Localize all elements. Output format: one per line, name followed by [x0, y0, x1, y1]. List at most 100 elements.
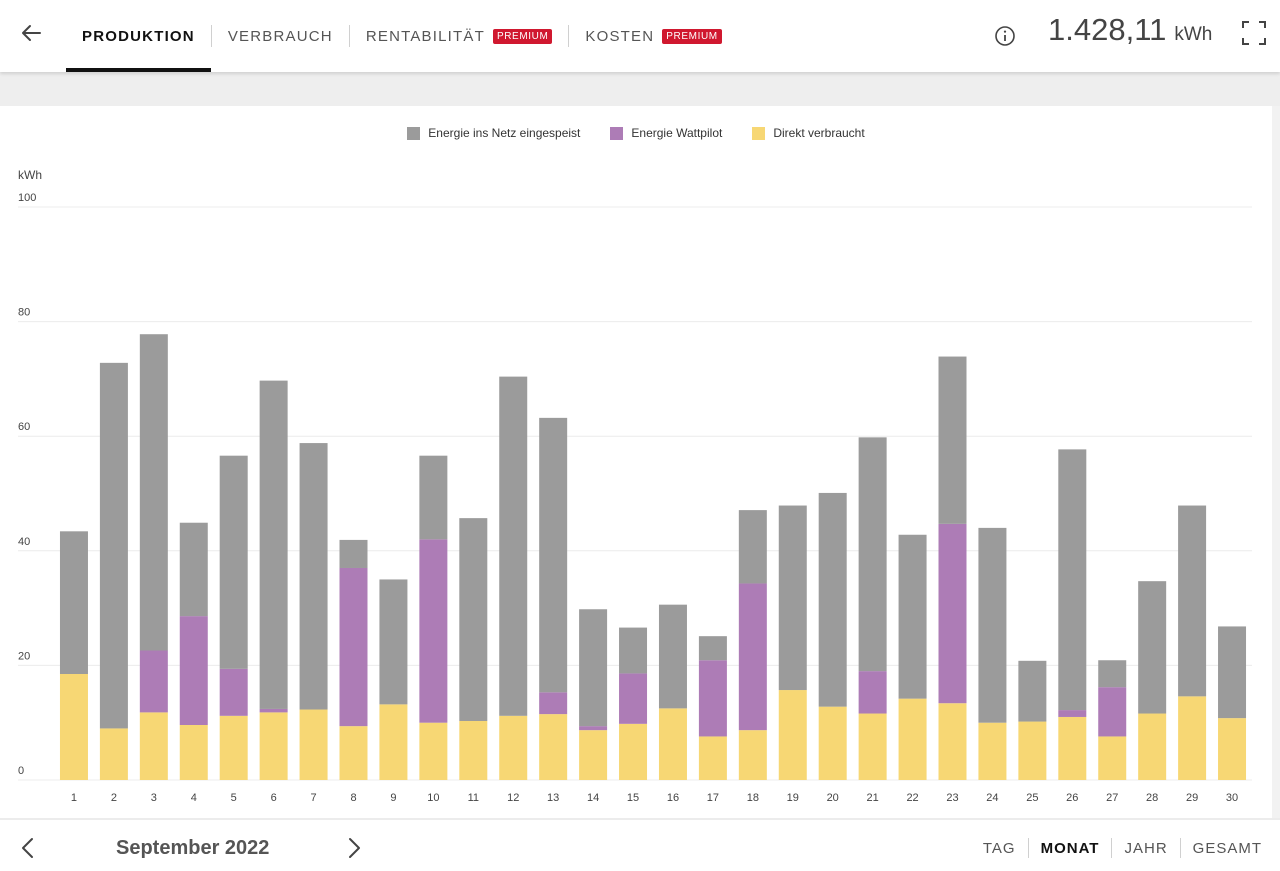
range-divider	[1179, 838, 1181, 858]
legend-item-wattpilot[interactable]: Energie Wattpilot	[610, 126, 722, 140]
bar-segment	[619, 627, 648, 674]
bar-segment	[579, 609, 608, 727]
range-divider	[1027, 838, 1029, 858]
y-tick-label: 60	[18, 421, 30, 433]
bar-segment	[858, 437, 887, 672]
bar-segment	[419, 722, 448, 780]
chart-legend: Energie ins Netz eingespeist Energie Wat…	[0, 126, 1272, 140]
bottom-bar: September 2022 TAG MONAT JAHR GESAMT	[0, 818, 1280, 871]
tab-verbrauch[interactable]: VERBRAUCH	[212, 0, 349, 72]
scrollbar-track[interactable]	[1272, 106, 1280, 818]
fullscreen-icon	[1242, 21, 1266, 45]
bar-segment	[778, 505, 807, 691]
range-tab-jahr[interactable]: JAHR	[1124, 839, 1168, 857]
total-value: 1.428,11	[1048, 12, 1167, 47]
bar-segment	[459, 720, 488, 780]
x-tick-label: 12	[507, 792, 519, 804]
bar-segment	[539, 714, 568, 780]
bar-segment	[139, 712, 168, 780]
bar-segment	[579, 730, 608, 780]
legend-swatch	[752, 126, 766, 140]
bar-segment	[379, 579, 408, 705]
bar-segment	[858, 713, 887, 780]
bar-segment	[818, 706, 847, 780]
range-tab-gesamt[interactable]: GESAMT	[1192, 839, 1262, 857]
bar-segment	[419, 455, 448, 540]
bar-segment	[738, 510, 767, 584]
bar-segment	[59, 531, 88, 674]
bar-segment	[938, 703, 967, 780]
x-tick-label: 27	[1106, 792, 1118, 804]
bar-segment	[339, 726, 368, 780]
bar-segment	[738, 730, 767, 780]
tab-label: VERBRAUCH	[227, 27, 333, 45]
bar-segment	[259, 380, 288, 709]
bar-segment	[1178, 696, 1207, 780]
bar-segment	[1138, 581, 1167, 714]
bar-segment	[99, 362, 128, 729]
bar-segment	[579, 726, 608, 731]
bar-segment	[698, 660, 727, 737]
bar-segment	[379, 704, 408, 780]
x-tick-label: 3	[151, 792, 157, 804]
x-tick-label: 4	[191, 792, 197, 804]
x-tick-label: 17	[707, 792, 719, 804]
bar-segment	[219, 668, 248, 716]
main-tabs: PRODUKTION VERBRAUCH RENTABILITÄT PREMIU…	[66, 0, 738, 72]
previous-period-button[interactable]	[14, 834, 42, 862]
x-tick-label: 5	[231, 792, 237, 804]
x-tick-label: 9	[390, 792, 396, 804]
premium-badge: PREMIUM	[492, 28, 553, 44]
bar-segment	[1178, 505, 1207, 697]
bar-segment	[898, 698, 927, 780]
range-tab-tag[interactable]: TAG	[982, 839, 1016, 857]
x-tick-label: 24	[986, 792, 998, 804]
bar-segment	[259, 708, 288, 713]
bar-segment	[1018, 660, 1047, 722]
bar-segment	[978, 527, 1007, 723]
bar-segment	[179, 616, 208, 725]
y-tick-label: 0	[18, 765, 24, 777]
range-tabs: TAG MONAT JAHR GESAMT	[971, 838, 1262, 858]
back-button[interactable]	[14, 18, 48, 48]
header-bar: PRODUKTION VERBRAUCH RENTABILITÄT PREMIU…	[0, 0, 1280, 72]
bar-segment	[219, 455, 248, 669]
tab-produktion[interactable]: PRODUKTION	[66, 0, 211, 72]
bar-segment	[898, 534, 927, 699]
fullscreen-button[interactable]	[1241, 20, 1267, 46]
y-tick-label: 40	[18, 536, 30, 548]
bar-segment	[179, 522, 208, 617]
range-tab-monat[interactable]: MONAT	[1040, 839, 1100, 857]
bar-segment	[1098, 660, 1127, 688]
x-tick-label: 29	[1186, 792, 1198, 804]
info-button[interactable]	[993, 24, 1017, 48]
bar-segment	[1058, 449, 1087, 711]
x-tick-label: 19	[787, 792, 799, 804]
bar-segment	[419, 539, 448, 723]
x-tick-label: 6	[271, 792, 277, 804]
legend-label: Energie ins Netz eingespeist	[428, 126, 581, 140]
x-tick-label: 2	[111, 792, 117, 804]
bar-segment	[858, 671, 887, 714]
legend-item-direkt[interactable]: Direkt verbraucht	[752, 126, 865, 140]
chevron-left-icon	[22, 838, 33, 858]
next-period-button[interactable]	[340, 834, 368, 862]
chevron-right-icon	[349, 838, 360, 858]
tab-rentabilitaet[interactable]: RENTABILITÄT PREMIUM	[350, 0, 569, 72]
bar-segment	[179, 724, 208, 780]
bar-segment	[139, 334, 168, 651]
x-tick-label: 22	[906, 792, 918, 804]
bar-segment	[59, 673, 88, 780]
legend-item-netz[interactable]: Energie ins Netz eingespeist	[407, 126, 580, 140]
x-tick-label: 26	[1066, 792, 1078, 804]
bar-segment	[139, 650, 168, 713]
tab-kosten[interactable]: KOSTEN PREMIUM	[569, 0, 737, 72]
chart-card: Energie ins Netz eingespeist Energie Wat…	[0, 106, 1280, 818]
x-tick-label: 14	[587, 792, 599, 804]
bar-segment	[1138, 713, 1167, 780]
bar-segment	[99, 728, 128, 780]
bar-segment	[259, 712, 288, 780]
x-tick-label: 8	[350, 792, 356, 804]
legend-swatch	[407, 126, 421, 140]
